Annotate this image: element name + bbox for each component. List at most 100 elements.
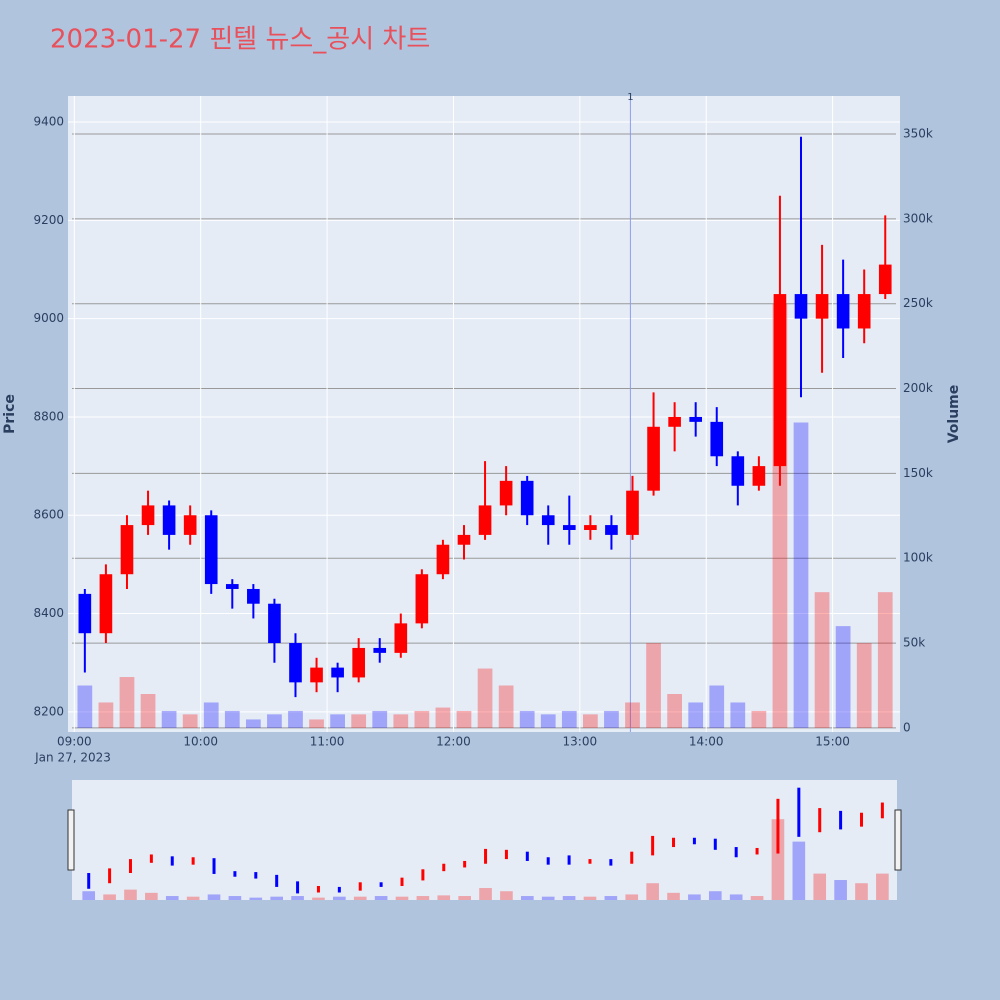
volume-bar [561, 710, 577, 728]
x-tick-label: 13:00 [563, 735, 598, 749]
candle-body [162, 505, 176, 535]
volume-bar [372, 710, 388, 728]
candle-body [183, 515, 197, 535]
volume-bar [582, 714, 598, 728]
slider-volume-bar [333, 896, 346, 900]
volume-bar [604, 710, 619, 728]
candle-body [878, 264, 892, 295]
slider-volume-bar [688, 894, 701, 900]
volume-bar [224, 710, 240, 728]
x-tick-label: 09:00 [57, 735, 92, 749]
slider-volume-bar [103, 894, 116, 900]
slider-volume-bar [625, 894, 639, 900]
slider-volume-bar [583, 896, 597, 900]
y2-tick-label: 300k [903, 211, 933, 225]
y-tick-label: 8600 [33, 508, 64, 522]
candle-body [520, 480, 534, 516]
chart-title: 2023-01-27 핀텔 뉴스_공시 차트 [50, 25, 430, 55]
volume-bar [182, 714, 198, 728]
candle-body [310, 667, 323, 683]
volume-bar [793, 422, 809, 728]
y-tick-label: 9400 [33, 115, 64, 129]
candle-body [373, 647, 387, 653]
slider-volume-bar [312, 897, 325, 900]
slider-volume-bar [249, 897, 263, 900]
candle-body [562, 525, 576, 530]
volume-bar [98, 702, 114, 728]
candle-body [773, 294, 787, 467]
volume-bar [77, 685, 93, 728]
candle-body [457, 534, 471, 545]
y2-tick-label: 150k [903, 466, 933, 480]
volume-bar [456, 710, 472, 728]
y2-tick-label: 50k [903, 636, 925, 650]
volume-bar [540, 714, 556, 728]
range-slider[interactable] [72, 780, 897, 900]
candle-body [647, 426, 660, 491]
candle-body [857, 294, 871, 329]
slider-volume-bar [353, 896, 367, 900]
slider-volume-bar [228, 896, 242, 900]
candle-body [815, 294, 829, 319]
x-tick-label: 12:00 [436, 735, 471, 749]
volume-bar [203, 702, 219, 728]
slider-volume-bar [520, 896, 534, 900]
y2-tick-label: 200k [903, 381, 933, 395]
volume-bar [646, 643, 661, 728]
slider-volume-bar [437, 895, 451, 900]
slider-volume-bar [729, 894, 743, 900]
x-date-label: Jan 27, 2023 [34, 751, 111, 765]
volume-bar [667, 693, 682, 728]
volume-bar [288, 710, 303, 728]
candle-body [499, 480, 513, 506]
candle-body [268, 603, 281, 644]
slider-volume-bar [186, 896, 200, 900]
slider-volume-bar [416, 896, 430, 900]
y-tick-label: 9200 [33, 213, 64, 227]
slider-volume-bar [374, 896, 388, 900]
slider-volume-bar [813, 873, 827, 900]
volume-bar [309, 719, 324, 728]
candle-body [626, 490, 639, 535]
candle-body [689, 416, 703, 422]
candle-body [731, 456, 745, 486]
volume-bar [625, 702, 640, 728]
y-tick-label: 8400 [33, 606, 64, 620]
volume-bar [709, 685, 725, 728]
y2-tick-label: 100k [903, 551, 933, 565]
slider-volume-bar [458, 896, 471, 900]
candle-body [352, 647, 365, 678]
marker-label: 1 [627, 92, 633, 103]
volume-bar [393, 714, 409, 728]
y-tick-label: 9000 [33, 311, 64, 325]
volume-bar [414, 710, 430, 728]
slider-volume-bar [207, 894, 221, 900]
candle-body [204, 515, 218, 585]
y-axis-title: Price [2, 394, 18, 434]
volume-bar [119, 677, 135, 728]
candle-body [478, 505, 492, 535]
slider-volume-bar [667, 892, 680, 900]
candle-body [584, 525, 597, 530]
volume-bar [814, 592, 830, 728]
candle-body [752, 466, 766, 486]
candle-body [331, 667, 344, 678]
slider-volume-bar [646, 883, 659, 900]
candle-body [605, 525, 618, 535]
range-handle[interactable] [894, 809, 902, 871]
volume-bar [877, 592, 893, 728]
slider-volume-bar [145, 892, 158, 900]
slider-volume-bar [792, 841, 806, 900]
range-handle[interactable] [67, 809, 75, 871]
volume-bar [498, 685, 514, 728]
y-tick-label: 8800 [33, 409, 64, 423]
candle-body [668, 416, 681, 427]
candle-body [436, 544, 450, 575]
volume-bar [751, 710, 767, 728]
slider-volume-bar [708, 891, 722, 900]
slider-volume-bar [395, 896, 409, 900]
slider-volume-bar [82, 891, 96, 900]
volume-bar [351, 714, 367, 728]
candle-body [415, 574, 429, 624]
slider-volume-bar [750, 896, 764, 900]
